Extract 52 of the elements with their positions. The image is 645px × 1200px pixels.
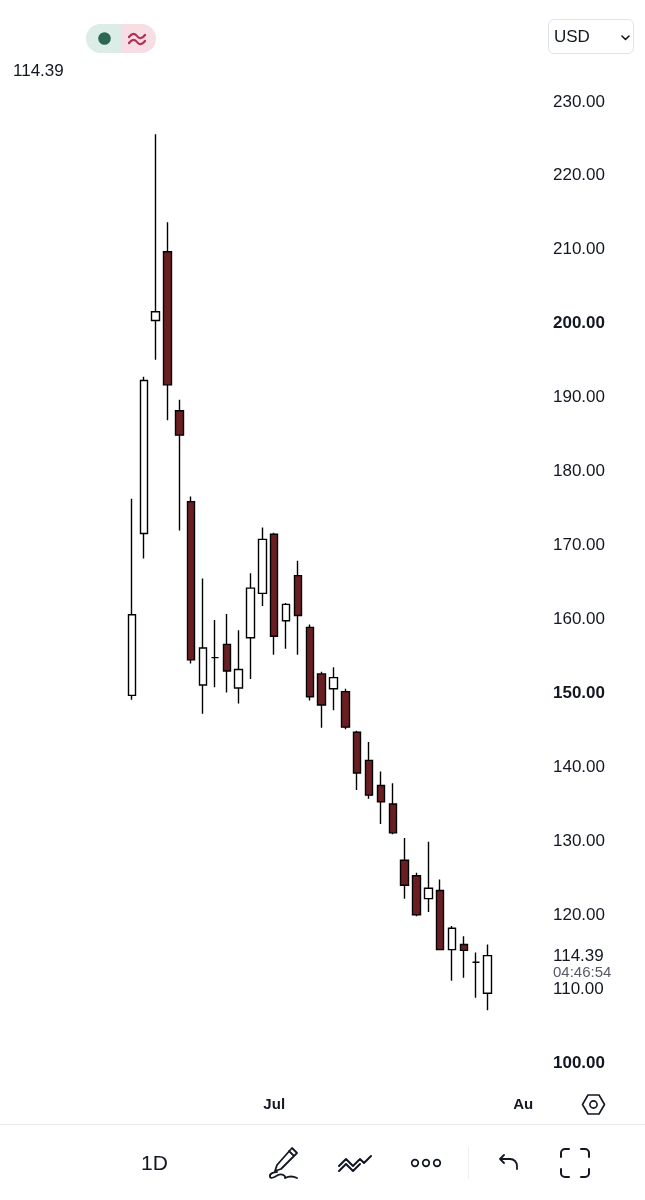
candlestick bbox=[459, 935, 469, 979]
candlestick bbox=[328, 666, 339, 711]
candlestick bbox=[411, 872, 422, 918]
candlestick bbox=[269, 532, 279, 656]
y-tick-label: 200.00 bbox=[553, 313, 605, 333]
candlestick bbox=[447, 925, 457, 982]
y-tick-label: 160.00 bbox=[553, 608, 605, 628]
y-tick-label: 190.00 bbox=[553, 387, 605, 407]
y-tick-label: 150.00 bbox=[553, 682, 605, 702]
text: 04:46:54 bbox=[553, 963, 612, 981]
candlestick bbox=[316, 670, 327, 729]
y-tick-label: 140.00 bbox=[553, 756, 605, 776]
y-tick-label: 180.00 bbox=[553, 461, 605, 481]
candlestick bbox=[210, 619, 220, 688]
x-tick-label: Jul bbox=[263, 1095, 286, 1112]
candlestick bbox=[245, 572, 256, 680]
y-tick-label: 210.00 bbox=[553, 239, 605, 259]
y-tick-label: 110.00 bbox=[553, 978, 604, 998]
candlestick bbox=[233, 629, 244, 705]
candlestick bbox=[162, 221, 173, 422]
candlestick bbox=[150, 133, 161, 361]
candlestick bbox=[293, 560, 303, 656]
text: 1D bbox=[141, 1150, 168, 1175]
candlestick bbox=[435, 878, 445, 951]
candlestick bbox=[281, 602, 291, 650]
candlestick bbox=[352, 730, 362, 791]
candlestick bbox=[139, 376, 149, 560]
candlestick bbox=[198, 577, 208, 715]
text: 114.39 bbox=[13, 61, 64, 81]
y-tick-label: 170.00 bbox=[553, 535, 605, 555]
candlestick bbox=[340, 687, 351, 731]
candlestick bbox=[471, 951, 481, 999]
y-tick-label: 114.39 bbox=[553, 946, 604, 966]
y-tick-label: 220.00 bbox=[553, 165, 605, 185]
candlestick bbox=[174, 398, 185, 532]
candlestick bbox=[388, 782, 398, 836]
y-tick-label: 230.00 bbox=[553, 91, 605, 111]
currency-dropdown: USD bbox=[548, 19, 634, 54]
y-tick-label: 120.00 bbox=[553, 904, 605, 924]
y-tick-label: 130.00 bbox=[553, 830, 605, 850]
candlestick bbox=[127, 498, 137, 701]
candlestick bbox=[186, 495, 196, 665]
x-tick-label: Au bbox=[513, 1095, 534, 1112]
candlestick bbox=[376, 770, 386, 825]
candlestick bbox=[399, 837, 410, 900]
candlestick bbox=[305, 623, 315, 702]
candlestick bbox=[482, 943, 493, 1011]
candlestick bbox=[423, 841, 434, 913]
y-tick-label: 100.00 bbox=[553, 1052, 605, 1072]
candlestick bbox=[222, 613, 232, 694]
candlestick bbox=[257, 526, 268, 607]
candlestick bbox=[364, 741, 374, 800]
